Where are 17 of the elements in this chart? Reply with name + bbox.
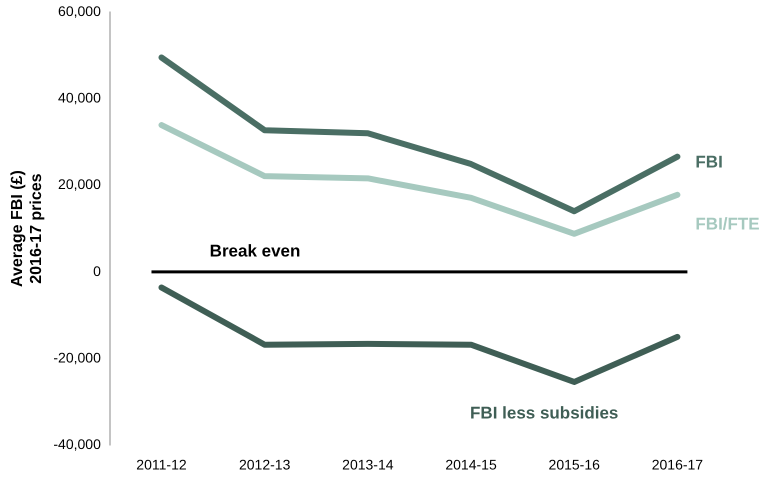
y-tick-label: 60,000: [58, 2, 102, 19]
x-tick-label: 2015-16: [548, 456, 600, 472]
y-tick-label: 40,000: [58, 90, 102, 106]
series-label: FBI/FTE: [695, 214, 760, 234]
x-tick-label: 2013-14: [342, 456, 394, 472]
y-tick-label: -20,000: [53, 349, 102, 366]
ref-line-label: Break even: [210, 242, 300, 261]
x-tick-label: 2011-12: [136, 456, 187, 472]
x-tick-label: 2014-15: [445, 456, 497, 472]
text: FBI less subsidies: [470, 404, 618, 423]
y-axis-title: Average FBI (£) 2016-17 prices: [9, 170, 46, 287]
series-label: FBI: [695, 152, 723, 172]
y-tick-label: -40,000: [53, 436, 102, 452]
y-tick-label: 20,000: [58, 176, 102, 192]
x-tick-label: 2016-17: [652, 456, 704, 472]
x-tick-label: 2012-13: [238, 456, 291, 472]
y-tick-label: 0: [93, 262, 102, 279]
